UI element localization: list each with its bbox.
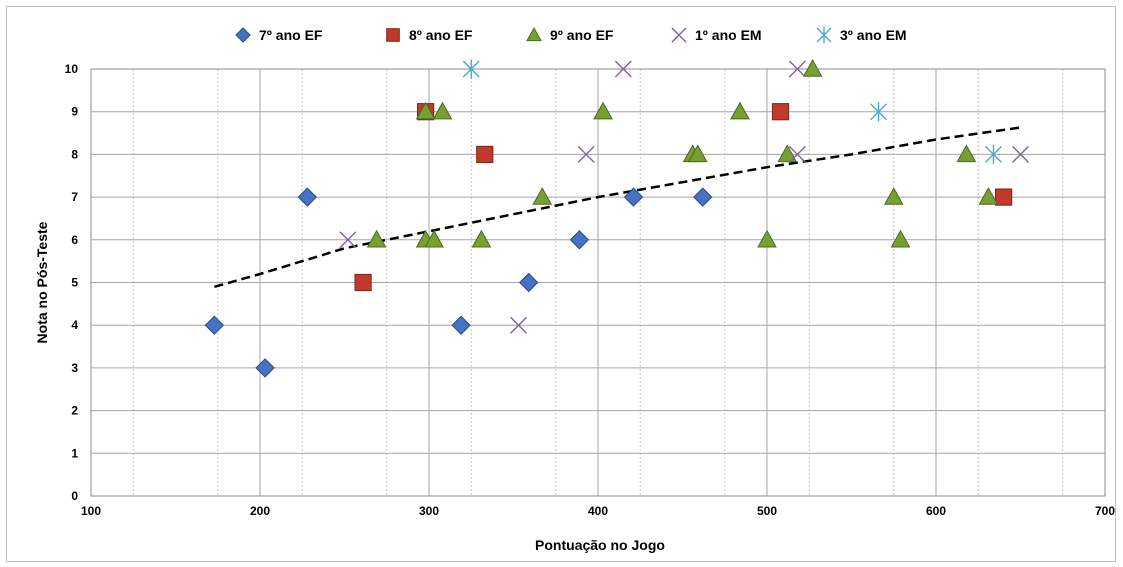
data-point <box>471 229 492 248</box>
data-point <box>354 273 372 292</box>
legend-marker <box>816 26 832 44</box>
data-point <box>730 101 750 120</box>
legend-label: 7º ano EF <box>259 27 323 43</box>
data-point <box>510 316 528 334</box>
x-tick-label: 500 <box>757 504 777 518</box>
y-tick-label: 6 <box>71 233 78 247</box>
data-point <box>476 145 494 164</box>
marker-stroke <box>1012 145 1029 163</box>
x-tick-label: 300 <box>419 504 439 518</box>
y-tick-label: 1 <box>71 446 78 460</box>
data-point <box>432 101 453 120</box>
data-point <box>462 59 480 79</box>
data-point <box>424 229 444 248</box>
data-point <box>614 60 632 78</box>
data-point <box>883 187 904 205</box>
x-tick-label: 200 <box>250 504 270 518</box>
marker-stroke <box>614 60 632 78</box>
marker-stroke <box>339 231 357 249</box>
data-point <box>593 101 613 120</box>
data-point <box>366 229 387 248</box>
legend-label: 9º ano EF <box>550 27 614 43</box>
data-point <box>415 101 436 120</box>
series-4 <box>339 60 1029 334</box>
grid-lines <box>90 68 1106 497</box>
data-point <box>532 187 553 205</box>
x-tick-label: 600 <box>926 504 946 518</box>
x-tick-label: 700 <box>1095 504 1115 518</box>
data-point <box>777 144 798 163</box>
marker-stroke <box>788 145 806 163</box>
data-point <box>788 60 806 78</box>
data-point <box>693 187 713 207</box>
data-point <box>687 144 708 163</box>
data-point <box>297 187 318 207</box>
x-axis-title: Pontuação no Jogo <box>535 537 665 553</box>
data-point <box>788 145 806 163</box>
legend-label: 1º ano EM <box>695 27 762 43</box>
data-markers <box>204 58 1029 378</box>
data-point <box>1012 145 1029 163</box>
data-point <box>978 187 999 205</box>
plot-area <box>90 68 1106 497</box>
x-tick-labels: 100 200 300 400 500 600 700 <box>81 504 1115 518</box>
data-point <box>771 103 790 121</box>
legend-item: 9º ano EF <box>526 26 614 43</box>
y-tick-label: 9 <box>71 105 78 119</box>
series-3 <box>366 58 999 248</box>
y-tick-label: 0 <box>71 489 78 503</box>
data-point <box>339 231 357 249</box>
legend-marker <box>386 28 400 42</box>
legend-marker <box>526 26 542 42</box>
data-point <box>802 58 823 77</box>
x-tick-label: 400 <box>588 504 608 518</box>
data-point <box>519 272 539 293</box>
data-point <box>569 230 590 250</box>
data-point <box>623 187 644 207</box>
y-tick-labels: 0 1 2 3 4 5 6 7 8 9 10 <box>65 62 79 503</box>
chart-frame <box>6 6 1116 562</box>
data-point <box>451 315 471 335</box>
y-tick-label: 7 <box>71 190 78 204</box>
data-point <box>204 315 225 335</box>
data-point <box>984 144 1002 164</box>
y-tick-label: 5 <box>71 276 78 290</box>
data-point <box>757 229 777 248</box>
y-tick-label: 3 <box>71 361 78 375</box>
legend-marker <box>671 27 687 43</box>
legend-item: 1º ano EM <box>671 27 762 43</box>
x-tick-label: 100 <box>81 504 101 518</box>
data-point <box>577 145 595 163</box>
legend-marker <box>235 27 251 43</box>
marker-stroke <box>577 145 595 163</box>
data-point <box>255 358 275 378</box>
data-point <box>995 188 1013 206</box>
legend-item: 3º ano EM <box>816 26 907 44</box>
y-axis-title: Nota no Pós-Teste <box>34 221 50 343</box>
data-point <box>890 229 911 248</box>
legend-label: 8º ano EF <box>409 27 473 43</box>
data-point <box>870 102 888 122</box>
y-tick-label: 4 <box>71 318 78 332</box>
y-tick-label: 2 <box>71 404 78 418</box>
marker-stroke <box>671 27 687 43</box>
y-tick-label: 8 <box>71 147 78 161</box>
series-5 <box>462 59 1002 164</box>
marker-stroke <box>788 60 806 78</box>
legend: 7º ano EF 8º ano EF 9º ano EF 1º ano EM 3º a… <box>235 26 907 44</box>
y-tick-label: 10 <box>65 62 79 76</box>
marker-stroke <box>510 316 528 334</box>
series-1 <box>204 187 713 378</box>
data-point <box>956 144 977 163</box>
legend-label: 3º ano EM <box>840 27 907 43</box>
trendline <box>214 126 1021 289</box>
legend-item: 7º ano EF <box>235 27 323 43</box>
legend-item: 8º ano EF <box>386 27 473 43</box>
